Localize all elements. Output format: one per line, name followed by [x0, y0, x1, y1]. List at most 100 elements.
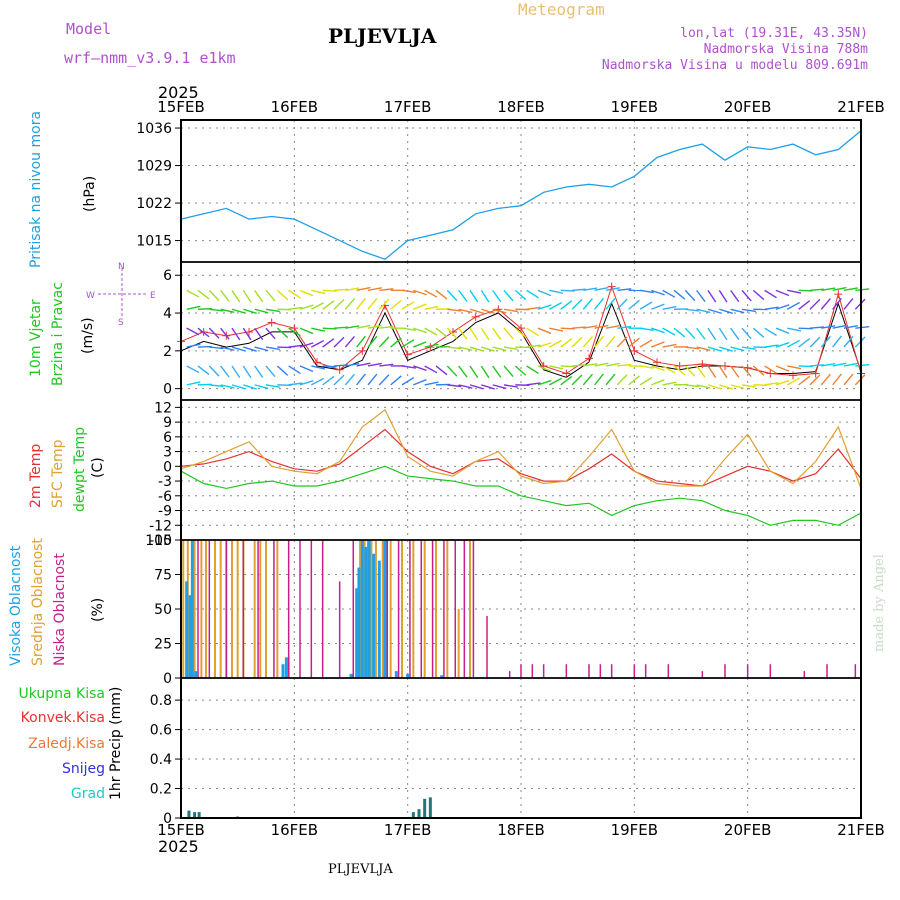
wind-arrow [549, 302, 563, 310]
mid-cloud-bar [200, 540, 203, 678]
wind-arrow [764, 365, 777, 374]
wind-arrow [696, 327, 706, 340]
wind-arrow [311, 377, 325, 386]
mid-cloud-bar [259, 540, 262, 678]
lonlat: lon,lat (19.31E, 43.35N) [680, 26, 868, 41]
wind-arrow [469, 346, 484, 352]
gust-marker [766, 369, 775, 378]
mid-cloud-bar [193, 540, 196, 678]
mid-cloud-bar [182, 540, 185, 678]
wind-arrow [220, 289, 230, 302]
wind-arrow [413, 365, 427, 372]
wind-arrow [299, 365, 314, 373]
y-tick-label: 0.4 [150, 752, 172, 768]
low-cloud-bar [321, 540, 324, 678]
wind-arrow [390, 337, 402, 348]
wind-arrow [730, 384, 745, 390]
wind-arrow [288, 382, 303, 386]
y-tick-label: 1015 [136, 234, 172, 250]
high-cloud-bar [364, 546, 368, 678]
wind-arrow [379, 288, 394, 292]
wind-arrow [571, 288, 587, 292]
wind-arrow [379, 363, 394, 367]
mid-cloud-bar [219, 540, 222, 678]
y-tick-label: 1022 [136, 196, 172, 212]
precip-label-frz: Zaledj.Kisa [28, 736, 105, 752]
wind-arrow [401, 327, 416, 331]
wind-arrow [254, 289, 264, 303]
y-tick-label: 1029 [136, 159, 172, 175]
y-tick-label: 0.6 [150, 723, 172, 739]
wind-arrow [469, 308, 484, 314]
wind-arrow [809, 288, 825, 292]
year-top: 2025 [158, 83, 199, 102]
wind-arrow [798, 375, 811, 386]
wind-arrow [345, 287, 360, 292]
wind-arrow [367, 335, 378, 348]
wind-arrow [254, 384, 269, 390]
axis-ticks: 15FEB 15FEB 16FEB 16FEB 17FEB 17FEB 18FEB 18FEB… [136, 98, 884, 839]
y-tick-label: 1036 [136, 121, 172, 137]
compass-n: N [118, 262, 125, 272]
wind-arrow [424, 381, 439, 386]
x-tick-label-bottom: 17FEB [384, 821, 431, 839]
wind-arrow [719, 308, 733, 315]
wind-arrow [526, 306, 541, 310]
wind-arrow [651, 341, 665, 348]
low-cloud-bar [565, 664, 568, 678]
low-cloud-bar [208, 540, 211, 678]
mid-cloud-bar [423, 540, 426, 678]
high-cloud-bar [360, 540, 364, 678]
wind-arrow [186, 365, 200, 374]
wind-arrow [208, 365, 220, 377]
wind-arrow [254, 365, 264, 378]
low-cloud-bar [386, 540, 389, 678]
wind-arrow [469, 384, 484, 390]
wind-arrow [186, 381, 201, 386]
wind-arrow [662, 343, 677, 348]
wind-arrow [537, 342, 552, 348]
precip-bar [417, 809, 421, 818]
wind-arrow [594, 373, 604, 386]
wind-arrow [526, 344, 541, 348]
wind-arrow [424, 343, 439, 348]
gust-marker [721, 361, 729, 370]
wind-arrow [503, 289, 514, 302]
mid-cloud-bar [401, 540, 403, 678]
model-elevation: Nadmorska Visina u modelu 809.691m [601, 58, 868, 73]
wind-arrow [469, 327, 479, 341]
wind-arrow [480, 289, 490, 303]
low-cloud-bar [826, 664, 828, 678]
high-cloud-bar [194, 671, 198, 678]
wind-arrow [401, 301, 415, 310]
dewpt-line [180, 465, 862, 526]
wind-arrow [197, 365, 210, 376]
wind-arrow [775, 327, 790, 334]
footer-title: PLJEVLJA [328, 862, 393, 877]
wind-arrow [639, 327, 654, 332]
wind-arrow [843, 362, 858, 367]
wind-arrow [718, 327, 728, 341]
wind-arrow [798, 300, 811, 310]
wind-arrow [446, 365, 458, 377]
wind-arrow [832, 373, 842, 386]
gust-marker [562, 369, 571, 378]
low-cloud-bar [633, 664, 636, 678]
gust-marker [630, 346, 639, 355]
wind-arrow [276, 327, 289, 339]
wind-arrow [855, 326, 870, 329]
wind-arrow [832, 324, 847, 329]
wind-arrow [299, 304, 314, 310]
wind-arrow [435, 365, 448, 376]
wind-arrow [481, 384, 495, 390]
wind-arrow [560, 375, 573, 386]
precip-bar [411, 812, 415, 818]
wind-arrow [220, 308, 235, 314]
wind-arrow [685, 308, 700, 312]
x-tick-label-bottom: 18FEB [497, 821, 544, 839]
mid-cloud-bar [389, 540, 392, 678]
wind-arrow [367, 297, 378, 310]
wind-arrow [242, 365, 252, 379]
wind-arrow [730, 308, 745, 314]
wind-arrow [560, 300, 573, 310]
